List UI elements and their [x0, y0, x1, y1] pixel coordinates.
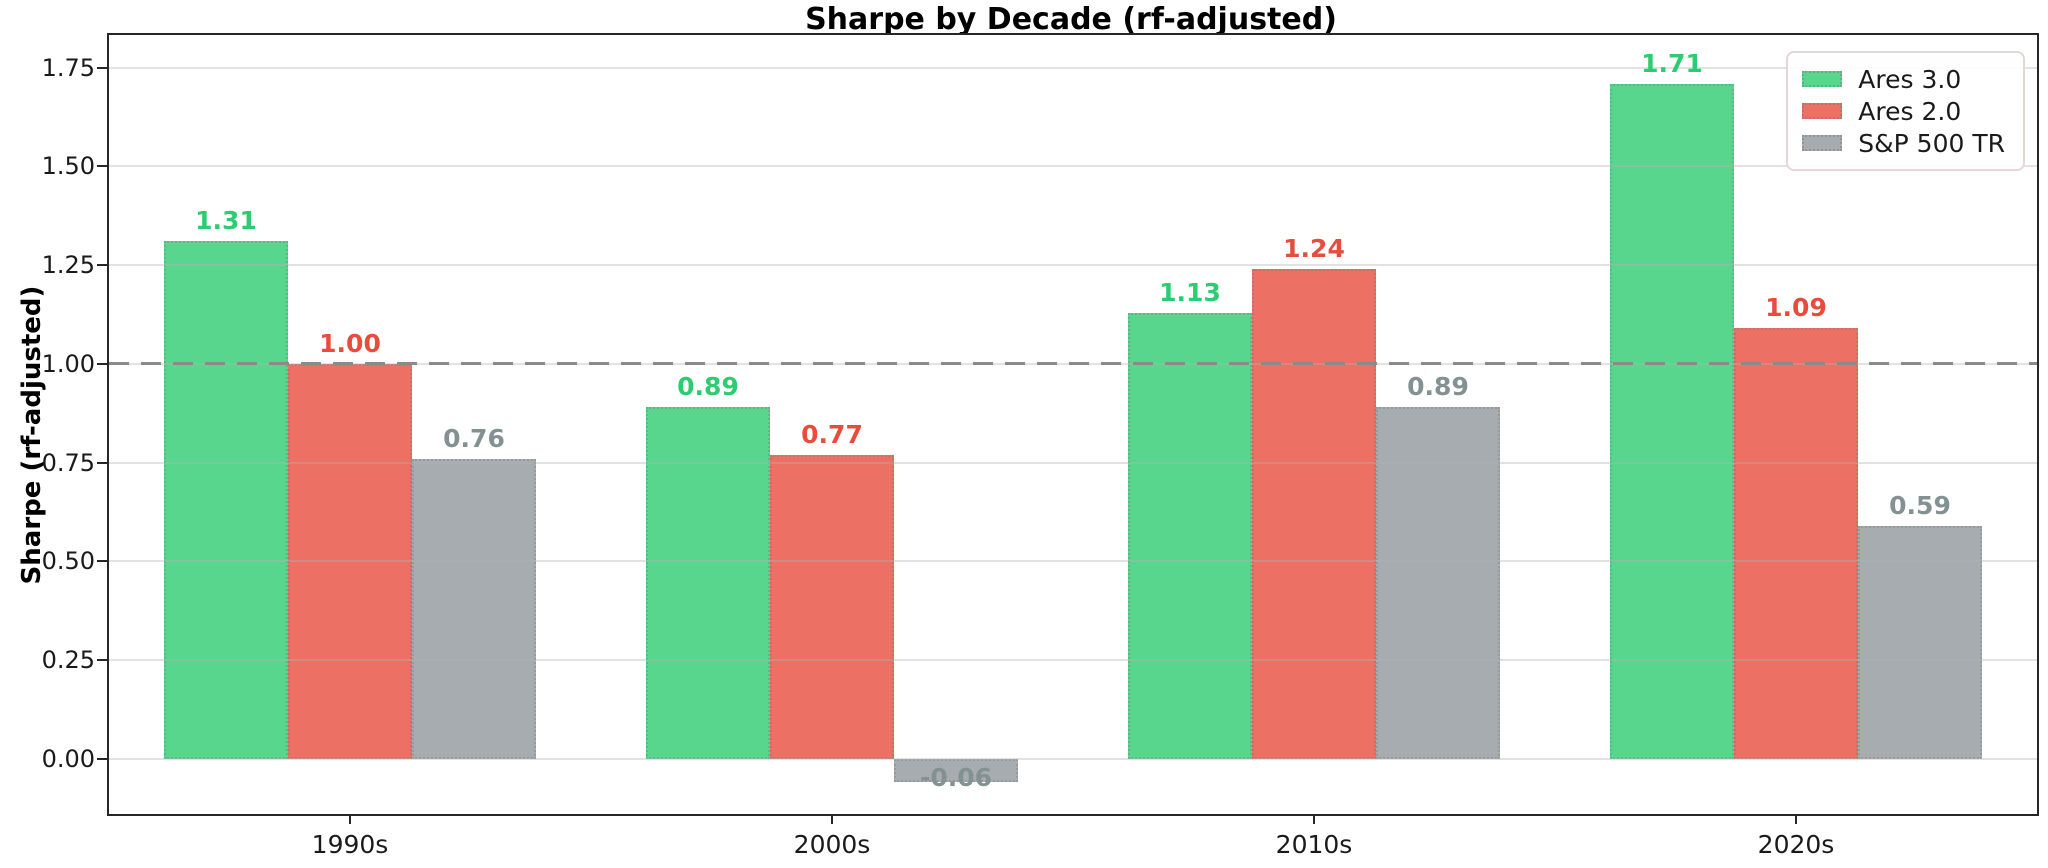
y-tick-mark [97, 66, 107, 69]
legend-swatch-icon [1802, 135, 1843, 151]
bar-value-label: 1.00 [319, 328, 381, 358]
bar-value-label: 0.76 [443, 423, 505, 453]
legend-swatch-icon [1802, 103, 1843, 119]
y-tick-label: 1.00 [41, 349, 95, 378]
bar-value-label: -0.06 [919, 762, 993, 792]
y-tick-mark [97, 362, 107, 365]
bar-s-p-500-tr-1990s [412, 458, 536, 759]
legend-item-ares-2-0: Ares 2.0 [1802, 95, 2005, 127]
bar-value-label: 1.13 [1159, 277, 1221, 307]
bar-ares-3-0-2010s [1128, 312, 1252, 759]
bar-value-label: 1.71 [1641, 48, 1703, 78]
y-tick-mark [97, 165, 107, 168]
y-tick-label: 0.25 [41, 646, 95, 675]
bar-ares-3-0-1990s [164, 241, 288, 759]
x-tick-mark [1795, 814, 1797, 824]
bar-ares-3-0-2020s [1610, 83, 1734, 759]
bar-value-label: 0.89 [1407, 372, 1469, 402]
bar-s-p-500-tr-2000s [894, 758, 1018, 783]
bar-value-label: 0.59 [1889, 490, 1951, 520]
y-tick-label: 1.50 [41, 152, 95, 181]
y-tick-label: 1.75 [41, 53, 95, 82]
bar-ares-2-0-2000s [770, 454, 894, 759]
chart-title: Sharpe by Decade (rf-adjusted) [805, 2, 1337, 37]
x-tick-mark [349, 814, 351, 824]
y-gridline [109, 165, 2037, 168]
x-tick-label: 2000s [793, 830, 871, 859]
y-gridline [109, 66, 2037, 69]
y-tick-label: 0.75 [41, 448, 95, 477]
legend-item-ares-3-0: Ares 3.0 [1802, 63, 2005, 95]
legend-item-s-p-500-tr: S&P 500 TR [1802, 127, 2005, 159]
x-tick-mark [1313, 814, 1315, 824]
bar-s-p-500-tr-2010s [1376, 407, 1500, 759]
bar-value-label: 1.24 [1283, 234, 1345, 264]
legend-label: S&P 500 TR [1858, 128, 2005, 158]
y-tick-label: 0.50 [41, 547, 95, 576]
bar-ares-3-0-2000s [646, 407, 770, 759]
x-tick-label: 2010s [1275, 830, 1353, 859]
legend-label: Ares 2.0 [1858, 96, 1962, 126]
legend-swatch-icon [1802, 71, 1843, 87]
y-tick-mark [97, 560, 107, 563]
bar-value-label: 1.31 [195, 206, 257, 236]
bar-ares-2-0-2020s [1734, 328, 1858, 759]
plot-area: 0.00 0.25 0.50 0.75 1.00 1.25 1.50 1.75 1.31 0.89… [42, 33, 2039, 859]
legend-label: Ares 3.0 [1858, 64, 1962, 94]
y-gridline [109, 264, 2037, 267]
bar-ares-2-0-2010s [1252, 269, 1376, 759]
x-tick-mark [831, 814, 833, 824]
x-tick-label: 2020s [1757, 830, 1835, 859]
y-tick-label: 1.25 [41, 251, 95, 280]
legend: Ares 3.0 Ares 2.0 S&P 500 TR [1786, 51, 2025, 171]
x-tick-label: 1990s [311, 830, 389, 859]
bar-ares-2-0-1990s [288, 363, 412, 759]
bar-value-label: 0.89 [677, 372, 739, 402]
bar-value-label: 1.09 [1765, 293, 1827, 323]
bar-s-p-500-tr-2020s [1858, 525, 1982, 759]
y-tick-mark [97, 264, 107, 267]
y-tick-mark [97, 757, 107, 760]
y-tick-mark [97, 659, 107, 662]
y-tick-mark [97, 461, 107, 464]
bar-value-label: 0.77 [801, 419, 863, 449]
y-tick-label: 0.00 [41, 744, 95, 773]
